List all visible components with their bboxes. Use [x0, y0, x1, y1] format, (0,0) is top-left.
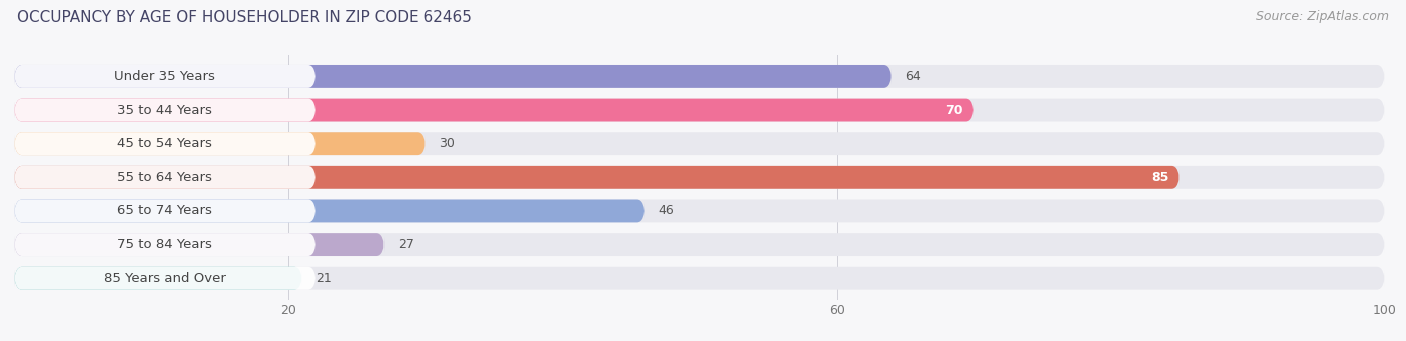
- Text: Under 35 Years: Under 35 Years: [114, 70, 215, 83]
- Text: OCCUPANCY BY AGE OF HOUSEHOLDER IN ZIP CODE 62465: OCCUPANCY BY AGE OF HOUSEHOLDER IN ZIP C…: [17, 10, 472, 25]
- FancyBboxPatch shape: [14, 199, 1385, 222]
- FancyBboxPatch shape: [14, 166, 1385, 189]
- FancyBboxPatch shape: [14, 166, 315, 189]
- FancyBboxPatch shape: [14, 233, 315, 256]
- FancyBboxPatch shape: [14, 233, 1385, 256]
- FancyBboxPatch shape: [14, 132, 1385, 155]
- Text: 70: 70: [945, 104, 963, 117]
- FancyBboxPatch shape: [14, 267, 1385, 290]
- Text: 30: 30: [439, 137, 456, 150]
- FancyBboxPatch shape: [14, 65, 1385, 88]
- FancyBboxPatch shape: [14, 99, 1385, 121]
- FancyBboxPatch shape: [14, 65, 891, 88]
- FancyBboxPatch shape: [14, 199, 315, 222]
- Text: 46: 46: [658, 205, 673, 218]
- FancyBboxPatch shape: [14, 166, 1180, 189]
- Text: Source: ZipAtlas.com: Source: ZipAtlas.com: [1256, 10, 1389, 23]
- Text: 55 to 64 Years: 55 to 64 Years: [118, 171, 212, 184]
- FancyBboxPatch shape: [14, 267, 315, 290]
- FancyBboxPatch shape: [14, 65, 315, 88]
- FancyBboxPatch shape: [14, 233, 384, 256]
- Text: 27: 27: [398, 238, 413, 251]
- Text: 85 Years and Over: 85 Years and Over: [104, 272, 226, 285]
- Text: 45 to 54 Years: 45 to 54 Years: [118, 137, 212, 150]
- FancyBboxPatch shape: [14, 132, 315, 155]
- Text: 85: 85: [1152, 171, 1168, 184]
- FancyBboxPatch shape: [14, 199, 644, 222]
- FancyBboxPatch shape: [14, 99, 315, 121]
- Text: 64: 64: [905, 70, 921, 83]
- FancyBboxPatch shape: [14, 267, 302, 290]
- Text: 65 to 74 Years: 65 to 74 Years: [118, 205, 212, 218]
- Text: 21: 21: [315, 272, 332, 285]
- FancyBboxPatch shape: [14, 99, 973, 121]
- Text: 35 to 44 Years: 35 to 44 Years: [118, 104, 212, 117]
- Text: 75 to 84 Years: 75 to 84 Years: [118, 238, 212, 251]
- FancyBboxPatch shape: [14, 132, 425, 155]
